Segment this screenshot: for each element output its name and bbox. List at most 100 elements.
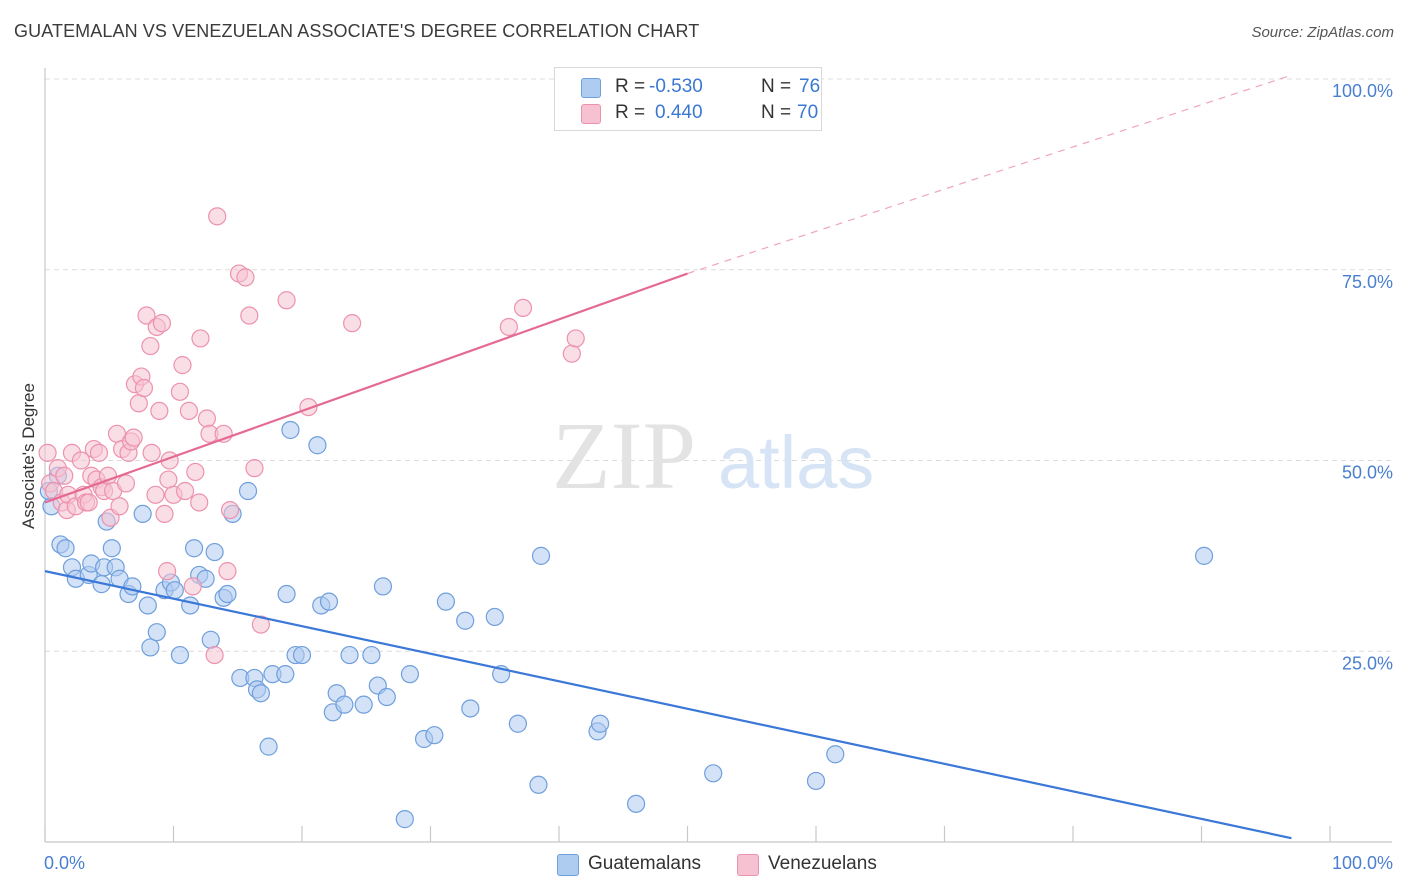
- venezuelan-point: [157, 562, 177, 581]
- venezuelan-point: [124, 428, 143, 447]
- guatemalan-point: [461, 699, 480, 718]
- data-points: [38, 207, 1214, 829]
- chart-title: GUATEMALAN VS VENEZUELAN ASSOCIATE'S DEG…: [14, 21, 700, 41]
- guatemalan-point: [181, 596, 200, 615]
- venezuelan-point: [55, 466, 74, 485]
- guatemalan-point: [531, 546, 551, 565]
- guatemalan-point: [373, 577, 393, 596]
- venezuelan-trend-line: [44, 272, 688, 504]
- venezuelan-point: [79, 493, 98, 512]
- venezuelan-point: [277, 291, 296, 310]
- legend-swatch-blue: [581, 78, 601, 98]
- guatemalan-trend-line: [44, 570, 1292, 840]
- guatemalan-point: [456, 611, 475, 630]
- tick-labels: 100.0% 75.0% 50.0% 25.0% 0.0% 100.0%: [44, 81, 1393, 873]
- venezuelan-point: [513, 298, 533, 317]
- guatemalan-point: [529, 775, 548, 794]
- series-label: Guatemalans: [588, 853, 702, 874]
- watermark: ZIP atlas: [552, 402, 874, 509]
- venezuelan-point: [159, 470, 178, 489]
- venezuelan-point: [38, 443, 57, 462]
- venezuelan-point: [175, 481, 195, 501]
- venezuelan-trend-extension: [687, 74, 1292, 275]
- venezuelan-point: [197, 409, 217, 428]
- guatemalan-point: [56, 539, 75, 558]
- venezuelan-point: [71, 451, 91, 470]
- venezuelan-point: [245, 459, 264, 478]
- y-tick-label: 75.0%: [1342, 272, 1393, 292]
- guatemalan-point: [238, 481, 258, 501]
- series-swatch-blue: [557, 854, 579, 876]
- watermark-atlas: atlas: [718, 421, 874, 504]
- venezuelan-point: [299, 397, 318, 417]
- venezuelan-point: [179, 401, 199, 421]
- guatemalan-point: [205, 542, 224, 562]
- guatemalan-point: [251, 684, 270, 703]
- guatemalan-point: [138, 596, 157, 615]
- legend-n-value: 70: [797, 102, 819, 123]
- venezuelan-point: [205, 645, 224, 665]
- venezuelan-point: [190, 493, 209, 512]
- venezuelan-point: [240, 306, 259, 325]
- guatemalan-point: [1194, 546, 1214, 565]
- guatemalan-point: [425, 726, 444, 745]
- guatemalan-point: [308, 436, 327, 455]
- venezuelan-point: [137, 306, 156, 325]
- venezuelan-point: [134, 378, 154, 398]
- guatemalan-point: [133, 504, 152, 524]
- guatemalan-point: [102, 539, 121, 558]
- guatemalan-point: [591, 714, 610, 733]
- venezuelan-point: [155, 504, 174, 524]
- guatemalan-point: [292, 645, 312, 665]
- venezuelan-point: [186, 462, 205, 482]
- venezuelan-point: [499, 317, 518, 337]
- venezuelan-point: [116, 474, 136, 493]
- guatemalan-point: [508, 714, 527, 733]
- y-tick-label: 25.0%: [1342, 653, 1393, 673]
- guatemalan-point: [276, 665, 295, 684]
- venezuelan-point: [566, 329, 585, 348]
- legend-r-label: R =: [615, 76, 646, 97]
- gridlines: [45, 78, 1392, 652]
- venezuelan-point: [152, 314, 172, 333]
- legend-swatch-pink: [581, 104, 601, 124]
- venezuelan-point: [208, 207, 227, 226]
- venezuelan-point: [110, 497, 129, 516]
- guatemalan-point: [165, 581, 184, 600]
- venezuelan-point: [150, 401, 169, 421]
- guatemalan-point: [704, 764, 723, 783]
- guatemalan-point: [362, 645, 381, 665]
- correlation-legend: R = -0.530 N = 76 R = 0.440 N = 70: [554, 67, 822, 131]
- venezuelan-point: [220, 500, 240, 520]
- legend-n-label: N =: [761, 76, 792, 97]
- guatemalan-point: [377, 687, 396, 707]
- source-credit: Source: ZipAtlas.com: [1251, 24, 1394, 41]
- guatemalan-point: [400, 665, 420, 684]
- guatemalan-point: [354, 695, 373, 714]
- guatemalan-point: [485, 607, 504, 627]
- guatemalan-point: [147, 623, 166, 642]
- venezuelan-point: [142, 443, 161, 462]
- trend-lines: [44, 74, 1292, 840]
- venezuelan-point: [218, 562, 237, 581]
- y-axis-title: Associate's Degree: [19, 383, 38, 529]
- venezuelan-point: [170, 382, 190, 401]
- legend-n-value: 76: [799, 76, 821, 97]
- guatemalan-point: [281, 420, 300, 440]
- y-tick-label: 100.0%: [1332, 81, 1393, 101]
- venezuelan-point: [183, 577, 202, 596]
- guatemalan-point: [340, 645, 359, 665]
- venezuelan-point: [251, 615, 270, 634]
- series-label: Venezuelans: [768, 853, 877, 874]
- venezuelan-point: [343, 314, 362, 333]
- legend-n-label: N =: [761, 102, 792, 123]
- legend-r-value: 0.440: [655, 102, 703, 123]
- guatemalan-point: [626, 794, 646, 813]
- venezuelan-point: [129, 394, 148, 413]
- watermark-zip: ZIP: [552, 402, 696, 509]
- guatemalan-point: [184, 539, 204, 558]
- guatemalan-point: [201, 630, 220, 649]
- venezuelan-point: [141, 336, 160, 356]
- y-tick-label: 50.0%: [1342, 463, 1393, 483]
